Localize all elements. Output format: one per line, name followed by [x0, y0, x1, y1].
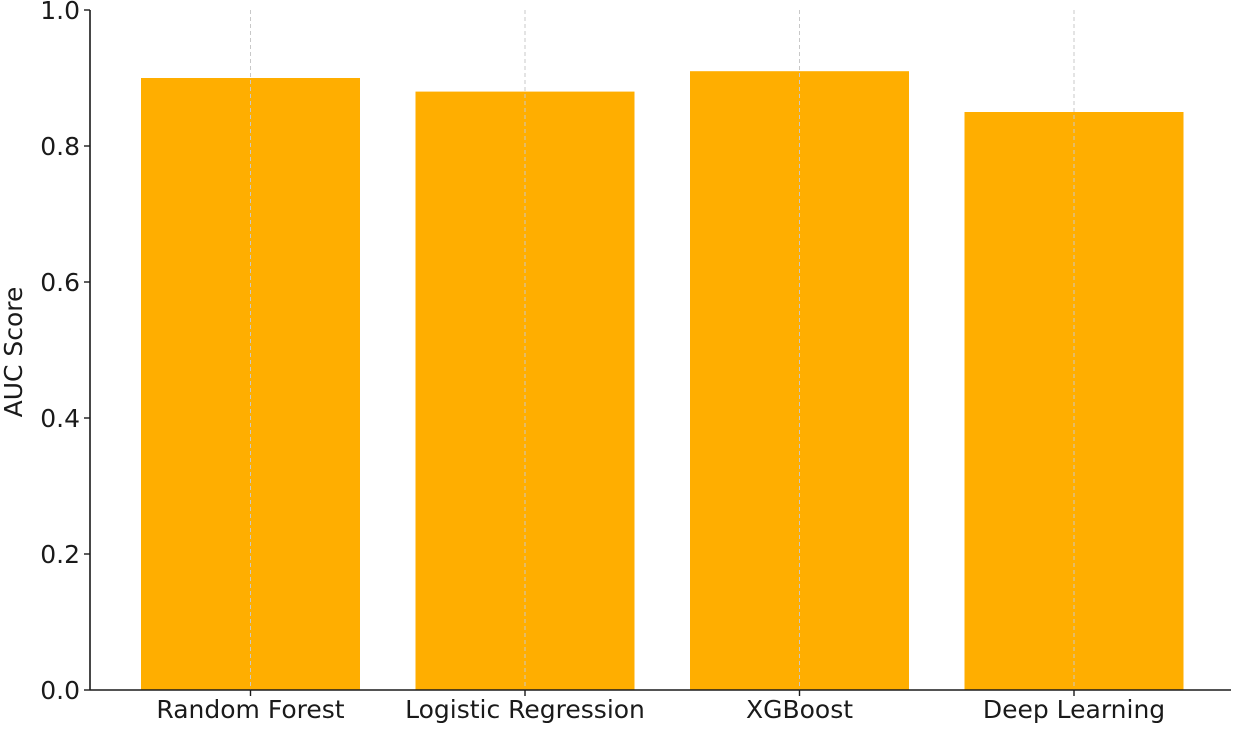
y-tick-label: 0.8 [40, 132, 80, 161]
x-tick-label: Random Forest [156, 695, 344, 724]
x-ticks-layer: Random Forest Logistic Regression XGBoost D… [156, 690, 1165, 724]
x-tick-label: Deep Learning [983, 695, 1165, 724]
y-tick-label: 0.6 [40, 268, 80, 297]
grid-layer [250, 10, 1075, 690]
y-tick-label: 0.2 [40, 540, 80, 569]
y-axis-label: AUC Score [0, 287, 28, 418]
y-tick-label: 0.4 [40, 404, 80, 433]
x-tick-label: Logistic Regression [405, 695, 645, 724]
y-tick-label: 1.0 [40, 0, 80, 25]
bar [964, 112, 1184, 690]
axes-layer [89, 10, 1231, 691]
y-ticks-layer: 0.0 0.2 0.4 0.6 0.8 1.0 [40, 0, 90, 705]
x-tick-label: XGBoost [746, 695, 853, 724]
bars-layer [141, 71, 1184, 691]
y-tick-label: 0.0 [40, 676, 80, 705]
